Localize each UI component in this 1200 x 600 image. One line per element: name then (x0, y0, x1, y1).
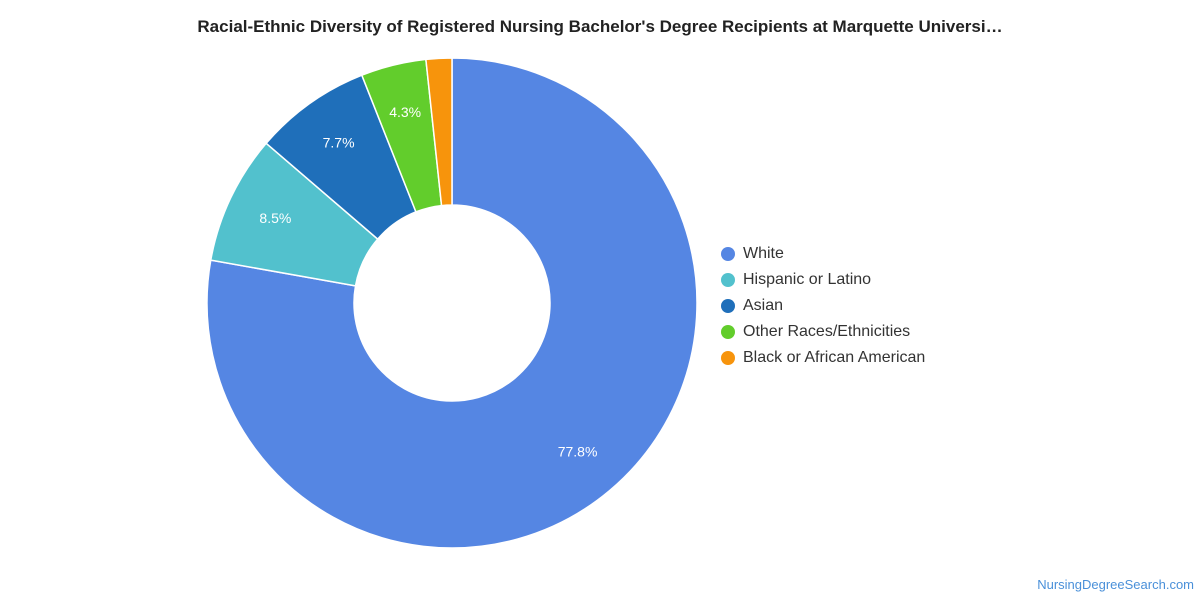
legend-label-white: White (743, 245, 784, 262)
legend-marker-black-or-african-american (721, 351, 735, 365)
donut-labels: 77.8% 8.5% 7.7% 4.3% (259, 104, 597, 460)
legend-item-hispanic-or-latino[interactable]: Hispanic or Latino (721, 267, 925, 293)
legend-label-hispanic-or-latino: Hispanic or Latino (743, 271, 872, 288)
slice-label-white: 77.8% (558, 444, 598, 460)
chart-title: Racial-Ethnic Diversity of Registered Nu… (197, 17, 1003, 36)
slice-white[interactable] (206, 57, 698, 549)
slice-label-hispanic-or-latino: 8.5% (259, 210, 291, 226)
slice-black-or-african-american[interactable] (425, 57, 453, 207)
legend-label-asian: Asian (743, 297, 784, 314)
legend-label-other-races: Other Races/Ethnicities (743, 323, 911, 340)
legend-marker-hispanic-or-latino (721, 273, 735, 287)
slice-label-other-races-ethnicities: 4.3% (389, 104, 421, 120)
legend-label-black-or-african-american: Black or African American (743, 349, 926, 366)
legend-item-asian[interactable]: Asian (721, 293, 925, 319)
legend-marker-other-races (721, 325, 735, 339)
legend-marker-asian (721, 299, 735, 313)
slice-label-asian: 7.7% (323, 134, 355, 150)
site-watermark[interactable]: NursingDegreeSearch.com (1037, 577, 1194, 592)
legend-item-black-or-african-american[interactable]: Black or African American (721, 345, 925, 371)
legend-item-white[interactable]: White (721, 241, 925, 267)
donut-slices (206, 57, 698, 549)
legend: White Hispanic or Latino Asian Other Rac… (721, 241, 925, 371)
legend-item-other-races[interactable]: Other Races/Ethnicities (721, 319, 925, 345)
legend-marker-white (721, 247, 735, 261)
